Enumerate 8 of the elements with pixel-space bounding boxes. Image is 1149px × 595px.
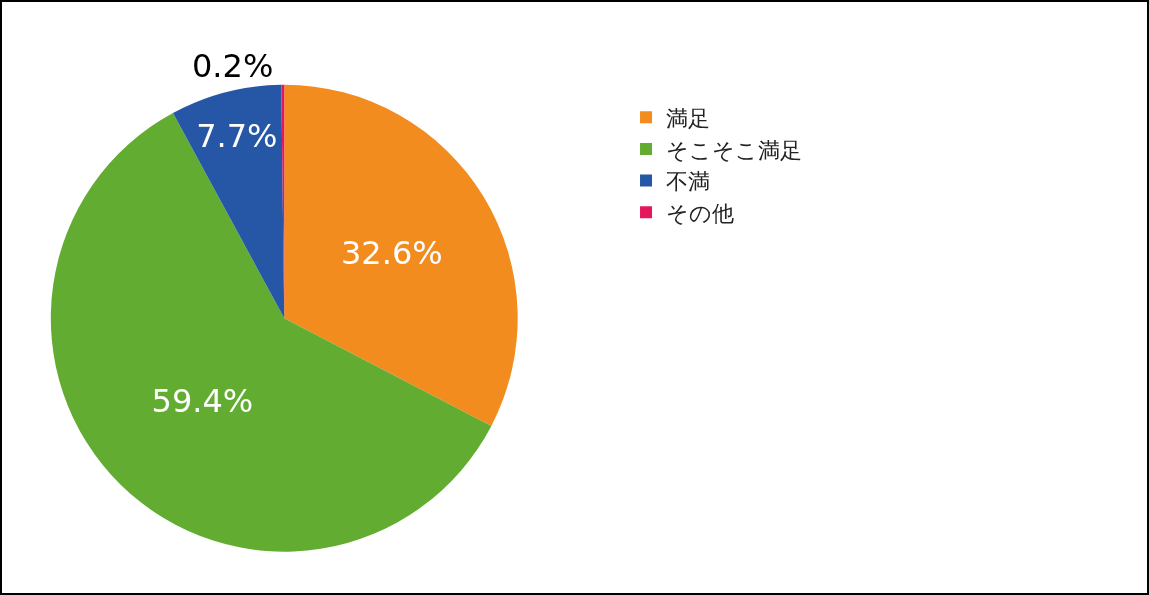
legend-label: 満足 xyxy=(666,105,711,131)
legend-label: そこそこ満足 xyxy=(666,137,803,163)
legend-label: 不満 xyxy=(666,169,711,195)
legend-label: その他 xyxy=(666,200,735,226)
data-label: 59.4% xyxy=(151,382,254,421)
data-label: 7.7% xyxy=(196,116,278,155)
data-label: 32.6% xyxy=(341,233,443,272)
data-label: 0.2% xyxy=(191,46,274,85)
